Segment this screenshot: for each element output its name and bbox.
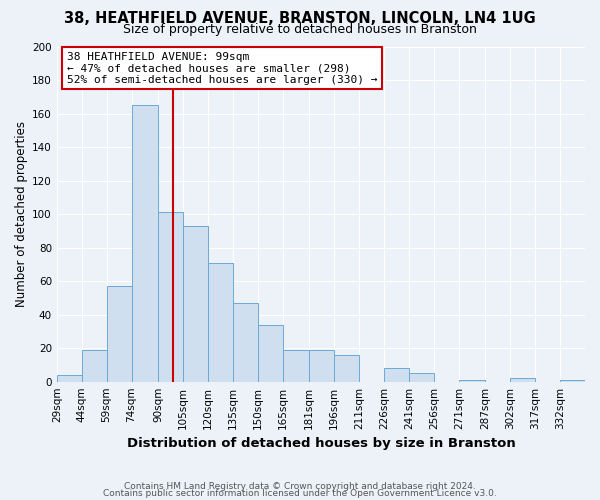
Text: Size of property relative to detached houses in Branston: Size of property relative to detached ho… (123, 23, 477, 36)
Bar (82, 350, 107, 382)
Text: 38 HEATHFIELD AVENUE: 99sqm
← 47% of detached houses are smaller (298)
52% of se: 38 HEATHFIELD AVENUE: 99sqm ← 47% of det… (67, 52, 377, 84)
Text: Contains public sector information licensed under the Open Government Licence v3: Contains public sector information licen… (103, 488, 497, 498)
Bar (57, 375, 82, 382)
Bar (158, 212, 183, 382)
Bar (459, 380, 485, 382)
Bar (131, 105, 158, 382)
Text: Contains HM Land Registry data © Crown copyright and database right 2024.: Contains HM Land Registry data © Crown c… (124, 482, 476, 491)
Bar (510, 378, 535, 382)
Bar (258, 324, 283, 382)
Bar (107, 286, 131, 382)
Bar (560, 380, 585, 382)
Bar (334, 355, 359, 382)
Bar (309, 350, 334, 382)
Y-axis label: Number of detached properties: Number of detached properties (15, 121, 28, 307)
Bar (183, 226, 208, 382)
Bar (409, 374, 434, 382)
Bar (384, 368, 409, 382)
Bar (208, 262, 233, 382)
Text: 38, HEATHFIELD AVENUE, BRANSTON, LINCOLN, LN4 1UG: 38, HEATHFIELD AVENUE, BRANSTON, LINCOLN… (64, 11, 536, 26)
Bar (233, 303, 258, 382)
X-axis label: Distribution of detached houses by size in Branston: Distribution of detached houses by size … (127, 437, 515, 450)
Bar (283, 350, 309, 382)
